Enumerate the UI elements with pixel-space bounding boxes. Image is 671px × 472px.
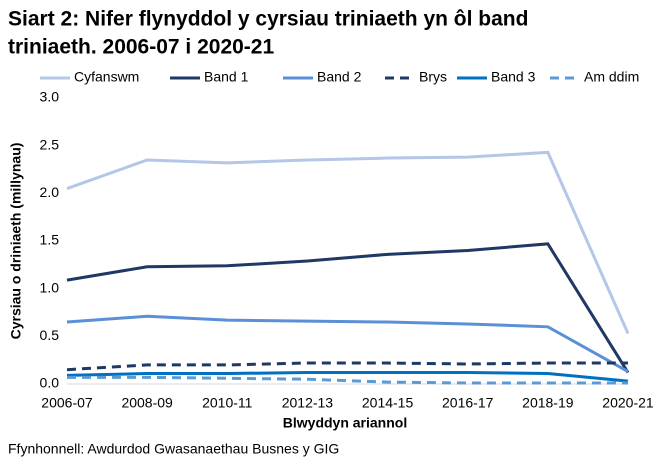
y-axis-label: Cyrsiau o driniaeth (millynau) [8, 143, 24, 340]
x-axis-label: Blwyddyn ariannol [283, 415, 407, 431]
legend-label: Am ddim [584, 69, 639, 85]
series-line [67, 375, 628, 385]
x-tick-label: 2018-19 [522, 395, 574, 411]
series-line [66, 150, 630, 335]
y-tick-label: 3.0 [40, 89, 60, 105]
y-tick-label: 1.0 [40, 279, 60, 295]
source: Ffynhonnell: Awdurdod Gwasanaethau Busne… [8, 441, 339, 457]
series-line [66, 314, 629, 373]
x-tick-label: 2016-17 [442, 395, 494, 411]
legend-label: Band 2 [317, 69, 362, 85]
chart-title: triniaeth. 2006-07 i 2020-21 [8, 36, 274, 59]
series-line [66, 361, 628, 372]
x-tick-label: 2006-07 [41, 395, 93, 411]
x-tick-label: 2014-15 [362, 395, 414, 411]
y-tick-label: 1.5 [40, 232, 60, 248]
x-tick-label: 2010-11 [202, 395, 253, 411]
legend-label: Band 1 [204, 69, 249, 85]
x-tick-label: 2008-09 [121, 395, 173, 411]
y-tick-label: 2.5 [40, 136, 60, 152]
legend-label: Band 3 [491, 69, 536, 85]
chart-title: Siart 2: Nifer flynyddol y cyrsiau trini… [8, 8, 528, 31]
x-tick-label: 2012-13 [282, 395, 334, 411]
series-line [66, 371, 629, 383]
y-tick-label: 0.5 [40, 327, 60, 343]
legend-label: Brys [419, 69, 447, 85]
legend-label: Cyfanswm [74, 69, 139, 85]
y-tick-label: 2.0 [40, 184, 60, 200]
series-line [66, 242, 630, 374]
y-tick-label: 0.0 [40, 375, 60, 391]
x-tick-label: 2020-21 [602, 395, 654, 411]
